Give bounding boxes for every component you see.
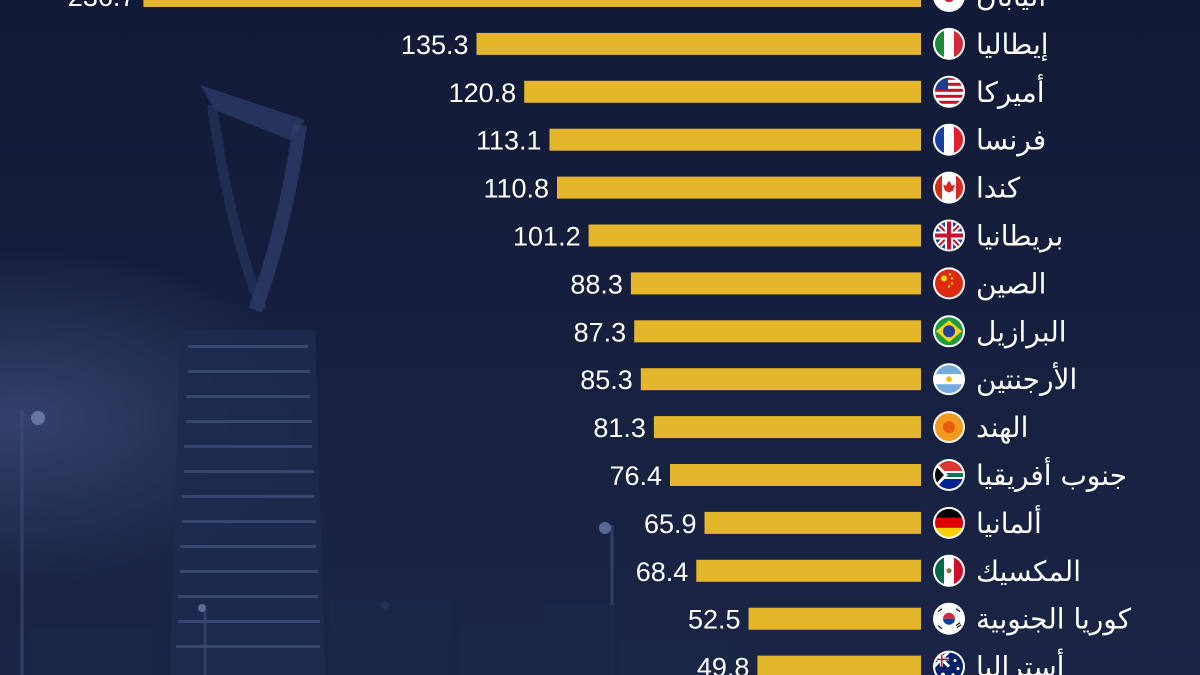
category-label: كندا xyxy=(976,172,1021,205)
bar-row: 68.4 المكسيك xyxy=(636,554,1081,588)
value-label: 65.9 xyxy=(644,509,697,539)
bar-row: 101.2 بريطانيا xyxy=(513,219,1063,253)
value-label: 110.8 xyxy=(483,174,549,204)
category-label: كوريا الجنوبية xyxy=(976,603,1132,636)
bar-row: 81.3 الهند xyxy=(593,411,1028,444)
category-label: أميركا xyxy=(976,73,1045,109)
category-label: الصين xyxy=(976,267,1046,300)
bar xyxy=(476,32,921,55)
bar xyxy=(640,368,921,391)
south-korea-flag-icon xyxy=(933,602,965,635)
category-label: الأرجنتين xyxy=(976,361,1077,396)
value-label: 81.3 xyxy=(593,413,646,443)
category-label: الهند xyxy=(976,411,1028,444)
bar-row: 87.3 البرازيل xyxy=(574,315,1067,348)
bar xyxy=(549,128,921,151)
bar-row: 88.3 الصين xyxy=(570,267,1046,300)
australia-flag-icon xyxy=(933,650,965,675)
category-label: المكسيك xyxy=(976,555,1081,588)
value-label: 113.1 xyxy=(476,126,542,156)
value-label: 101.2 xyxy=(513,222,581,252)
category-label: بريطانيا xyxy=(976,220,1063,253)
bar-row: 110.8 كندا xyxy=(483,171,1021,205)
bar-row: 236.7 اليابان xyxy=(68,0,1046,13)
category-label: أستراليا xyxy=(976,648,1064,675)
uk-flag-icon xyxy=(933,219,965,252)
bar xyxy=(588,224,921,247)
bar xyxy=(696,559,921,582)
value-label: 52.5 xyxy=(688,605,741,635)
value-label: 49.8 xyxy=(697,653,750,675)
bar-row: 52.5 كوريا الجنوبية xyxy=(688,602,1132,636)
category-label: ألمانيا xyxy=(976,504,1042,540)
bar-row: 49.8 أستراليا xyxy=(697,648,1064,675)
bar xyxy=(704,511,921,534)
value-label: 135.3 xyxy=(401,30,469,60)
value-label: 68.4 xyxy=(636,557,689,587)
italy-flag-icon xyxy=(933,27,965,60)
value-label: 85.3 xyxy=(580,365,633,395)
value-label: 76.4 xyxy=(609,461,662,491)
bar xyxy=(653,416,921,439)
bar xyxy=(524,80,921,103)
category-label: جنوب أفريقيا xyxy=(976,456,1127,492)
canada-flag-icon xyxy=(933,171,965,204)
bar xyxy=(143,0,921,7)
bar xyxy=(557,176,921,199)
bar-row: 120.8 أميركا xyxy=(449,73,1045,109)
category-label: اليابان xyxy=(976,0,1046,13)
france-flag-icon xyxy=(933,123,965,156)
bar xyxy=(634,320,921,343)
germany-flag-icon xyxy=(933,506,965,539)
value-label: 88.3 xyxy=(570,269,623,299)
category-label: إيطاليا xyxy=(976,28,1049,61)
bar-row: 85.3 الأرجنتين xyxy=(580,361,1077,396)
bar xyxy=(757,655,921,675)
argentina-flag-icon xyxy=(933,363,965,396)
value-label: 120.8 xyxy=(449,78,517,108)
bar-row: 113.1 فرنسا xyxy=(476,123,1046,157)
bar-row: 65.9 ألمانيا xyxy=(644,504,1042,540)
value-label: 236.7 xyxy=(68,0,136,12)
south-africa-flag-icon xyxy=(933,459,965,491)
value-label: 87.3 xyxy=(574,317,627,347)
bar xyxy=(748,607,921,630)
category-label: فرنسا xyxy=(976,124,1046,157)
bar-row: 76.4 جنوب أفريقيا xyxy=(609,456,1127,492)
japan-flag-icon xyxy=(933,0,965,12)
category-label: البرازيل xyxy=(976,315,1067,348)
china-flag-icon xyxy=(933,267,965,300)
mexico-flag-icon xyxy=(933,554,965,587)
bar xyxy=(630,272,921,295)
bar xyxy=(670,464,921,486)
brazil-flag-icon xyxy=(933,315,965,348)
bar-row: 135.3 إيطاليا xyxy=(401,27,1049,61)
india-flag-icon xyxy=(933,411,965,444)
usa-flag-icon xyxy=(933,75,965,108)
